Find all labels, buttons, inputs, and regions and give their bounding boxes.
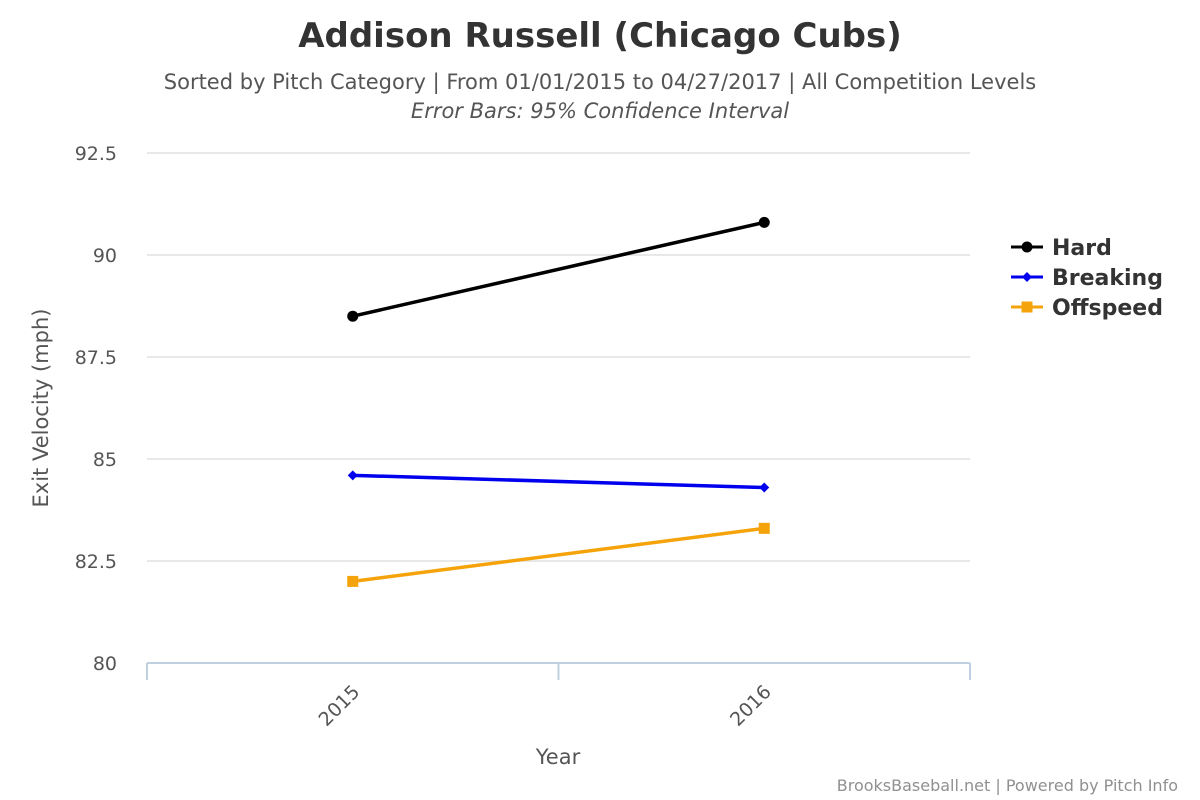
- legend-marker[interactable]: [1021, 241, 1033, 253]
- series-hard: [347, 216, 770, 322]
- chart-title: Addison Russell (Chicago Cubs): [298, 16, 902, 56]
- data-point-breaking[interactable]: [759, 482, 770, 493]
- legend: Hard Breaking Offspeed: [1011, 236, 1163, 321]
- series-line-hard: [352, 220, 765, 318]
- legend-label: Offspeed: [1052, 296, 1163, 321]
- legend-label: Breaking: [1052, 266, 1163, 291]
- data-point-hard[interactable]: [758, 216, 770, 228]
- grid: [147, 152, 970, 562]
- series-breaking: [347, 470, 770, 493]
- legend-marker[interactable]: [1022, 272, 1032, 282]
- credits-link[interactable]: BrooksBaseball.net | Powered by Pitch In…: [837, 776, 1178, 795]
- data-point-offspeed[interactable]: [347, 575, 359, 587]
- y-tick-label: 80: [93, 653, 117, 675]
- y-tick-label: 90: [93, 245, 117, 267]
- y-tick-label: 92.5: [75, 143, 117, 165]
- x-tick-label: 2016: [726, 681, 776, 731]
- legend-label: Hard: [1052, 236, 1112, 261]
- series-line-breaking: [352, 473, 765, 490]
- legend-item-breaking[interactable]: Breaking: [1011, 266, 1163, 291]
- series: [347, 216, 770, 587]
- y-tick-label: 87.5: [75, 347, 117, 369]
- legend-item-hard[interactable]: Hard: [1011, 236, 1112, 261]
- x-tick-label: 2015: [315, 681, 365, 731]
- axes: 92.5 90 87.5 85 82.5 80 2015 2016: [75, 143, 971, 731]
- y-tick-label: 85: [93, 449, 117, 471]
- series-offspeed: [347, 522, 770, 587]
- data-point-hard[interactable]: [347, 310, 359, 322]
- series-line-offspeed: [352, 526, 765, 584]
- legend-marker[interactable]: [1021, 301, 1033, 313]
- y-axis-title: Exit Velocity (mph): [29, 309, 53, 508]
- legend-item-offspeed[interactable]: Offspeed: [1011, 296, 1163, 321]
- x-axis-title: Year: [535, 745, 581, 769]
- chart-subtitle-error-bars: Error Bars: 95% Confidence Interval: [411, 99, 789, 123]
- y-tick-label: 82.5: [75, 551, 117, 573]
- chart-subtitle: Sorted by Pitch Category | From 01/01/20…: [164, 70, 1036, 95]
- data-point-offspeed[interactable]: [758, 522, 770, 534]
- data-point-breaking[interactable]: [347, 470, 358, 481]
